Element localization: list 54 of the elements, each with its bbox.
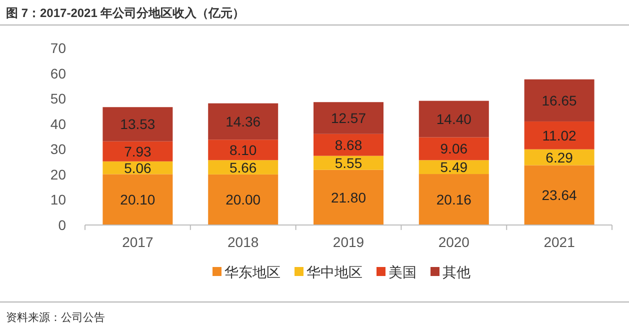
bar: [208, 174, 278, 225]
data-label: 23.64: [542, 187, 578, 204]
bar: [208, 140, 278, 160]
bar: [418, 100, 489, 138]
x-tick-label: 2019: [332, 234, 364, 250]
bar: [524, 165, 594, 225]
bar: [314, 102, 384, 134]
legend-label: 其他: [442, 264, 470, 280]
x-tick-label: 2018: [228, 234, 259, 250]
data-label: 6.29: [546, 149, 574, 166]
bar: [102, 174, 173, 225]
bar: [102, 141, 173, 162]
bar: [524, 79, 594, 122]
data-label: 5.49: [440, 159, 468, 176]
data-label: 5.55: [334, 154, 362, 171]
data-label: 20.16: [436, 192, 472, 208]
bar: [314, 134, 384, 156]
y-tick-label: 20: [50, 166, 66, 182]
legend-label: 华东地区: [224, 264, 280, 280]
bar: [418, 137, 489, 160]
bar: [102, 107, 173, 142]
data-label: 5.66: [229, 159, 257, 176]
y-tick-label: 40: [50, 116, 66, 132]
data-label: 11.02: [542, 127, 577, 144]
data-label: 21.80: [330, 189, 366, 206]
data-label: 9.06: [440, 140, 468, 157]
y-tick-label: 0: [58, 217, 66, 233]
data-label: 8.10: [229, 142, 257, 158]
data-label: 7.93: [124, 143, 152, 160]
y-tick-label: 10: [50, 192, 66, 208]
y-tick-label: 50: [50, 90, 66, 107]
bar: [524, 121, 594, 150]
bar: [314, 170, 384, 225]
chart-title: 图 7：2017-2021 年公司分地区收入（亿元）: [6, 6, 245, 20]
data-label: 20.10: [120, 192, 156, 208]
legend-label: 美国: [388, 264, 416, 280]
data-label: 12.57: [330, 110, 366, 126]
y-tick-label: 70: [50, 40, 66, 56]
data-label: 14.40: [436, 111, 472, 128]
y-tick-label: 60: [50, 65, 66, 82]
data-label: 20.00: [226, 192, 261, 208]
bar: [418, 174, 489, 225]
x-tick-label: 2017: [122, 234, 154, 250]
data-label: 16.65: [542, 92, 578, 108]
data-label: 14.36: [226, 113, 261, 130]
data-label: 8.68: [334, 136, 362, 153]
x-tick-label: 2021: [544, 234, 576, 250]
x-tick-label: 2020: [438, 234, 470, 250]
text: 资料来源：公司公告: [6, 311, 105, 324]
legend-label: 华中地区: [306, 264, 362, 280]
bar: [208, 103, 278, 140]
y-tick-label: 30: [50, 141, 66, 158]
data-label: 5.06: [124, 160, 152, 176]
data-label: 13.53: [120, 116, 156, 132]
